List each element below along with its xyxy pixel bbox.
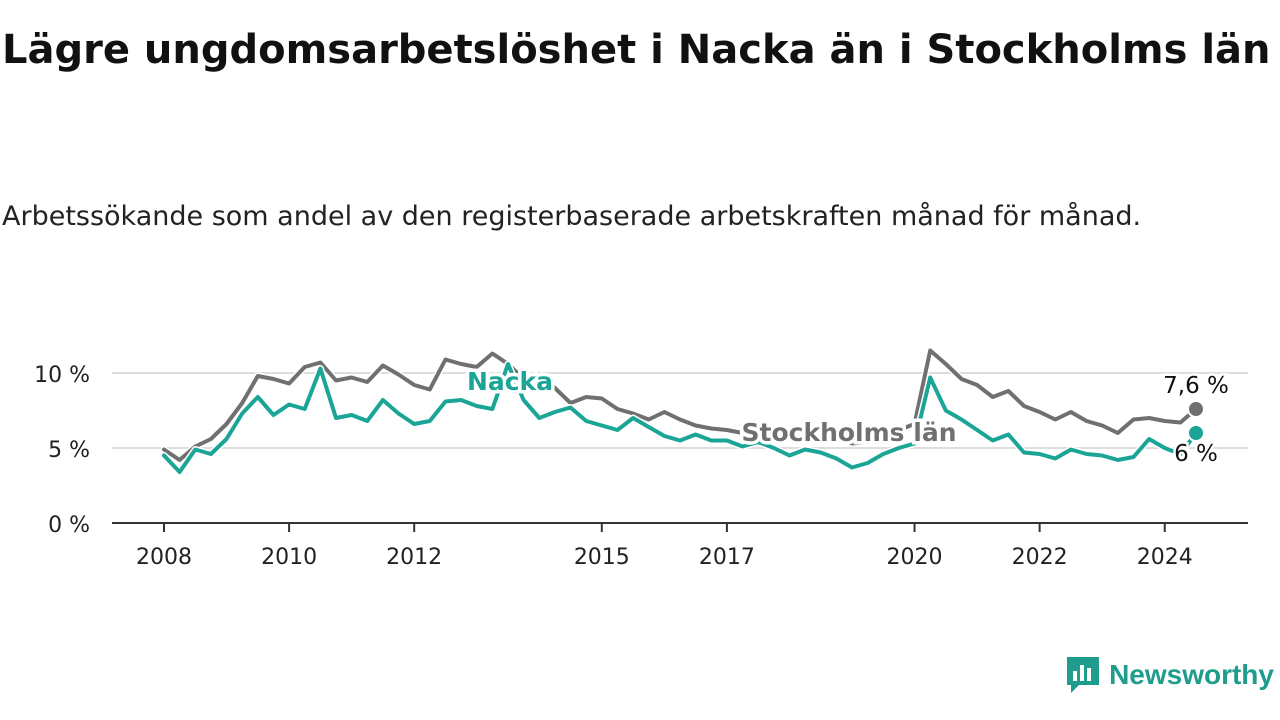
chart-subtitle: Arbetssökande som andel av den registerb… (2, 201, 1142, 232)
series-lines (160, 347, 1200, 476)
series-line-stockholm (162, 348, 1198, 462)
end-point-stockholm (1187, 400, 1205, 418)
newsworthy-logo-icon (1067, 657, 1100, 693)
y-tick-label: 10 % (34, 363, 90, 388)
x-tick-label: 2024 (1137, 545, 1193, 570)
series-labels: 7,6 % 6 % Stockholms län Nacka (463, 364, 1231, 470)
x-tick-label: 2015 (574, 545, 630, 570)
series-label-stockholm: Stockholms län (742, 418, 957, 447)
x-tick-label: 2017 (699, 545, 755, 570)
end-value-label-nacka: 6 % (1174, 441, 1218, 467)
x-tick-label: 2012 (386, 545, 442, 570)
series-label-nacka: Nacka (467, 367, 553, 396)
x-tick-label: 2022 (1012, 545, 1068, 570)
brand-name: Newsworthy (1109, 659, 1274, 690)
axes: 0 % 5 % 10 % 2008 2010 2012 2015 2017 2020 2022 20… (34, 363, 1248, 570)
series-line-nacka (162, 362, 1198, 474)
end-value-label-stockholm: 7,6 % (1163, 373, 1229, 399)
chart-title: Lägre ungdomsarbetslöshet i Nacka än i S… (2, 27, 1271, 73)
x-tick-label: 2008 (136, 545, 192, 570)
end-point-nacka (1187, 424, 1205, 442)
x-tick-label: 2010 (261, 545, 317, 570)
x-tick-label: 2020 (887, 545, 943, 570)
brand-logo: Newsworthy (1065, 654, 1274, 696)
y-tick-label: 0 % (48, 513, 90, 538)
y-tick-label: 5 % (48, 438, 90, 463)
